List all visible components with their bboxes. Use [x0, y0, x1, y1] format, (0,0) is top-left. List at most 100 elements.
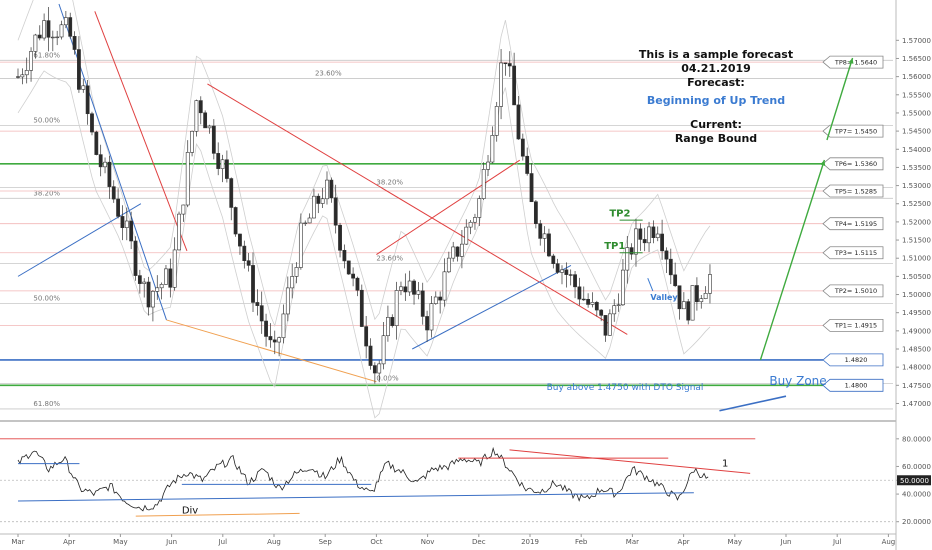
candle-body: [464, 226, 469, 245]
osc-y-tick-label: 60.0000: [902, 463, 931, 471]
x-tick-label: Apr: [63, 538, 75, 546]
candle-body: [320, 198, 325, 204]
candle-body: [603, 315, 608, 336]
x-tick-label: Mar: [11, 538, 24, 546]
candle-body: [425, 316, 429, 331]
trend-line-red: [94, 11, 188, 252]
wave-label: 1: [722, 458, 728, 469]
x-tick-label: Feb: [575, 538, 588, 546]
trend-line-blue: [58, 3, 167, 321]
candle-body: [460, 243, 464, 257]
candle-body: [607, 313, 612, 336]
trend-line-red: [207, 83, 628, 335]
candle-body: [621, 269, 625, 306]
forecast-note: Forecast:: [687, 76, 745, 89]
candle-body: [573, 274, 577, 288]
candle-body: [85, 85, 90, 115]
candle-body: [538, 223, 543, 239]
candle-body: [594, 302, 599, 311]
candle-body: [359, 289, 364, 327]
candle-body: [42, 20, 47, 39]
x-tick-label: Mar: [626, 538, 639, 546]
fib-label: 61.80%: [33, 51, 60, 59]
candle-body: [59, 24, 64, 38]
candle-body: [220, 159, 225, 169]
candle-body: [468, 221, 473, 228]
x-tick-label: Jul: [218, 538, 228, 546]
candle-body: [137, 275, 142, 284]
osc-y-tick-label: 80.0000: [902, 435, 931, 443]
y-tick-label: 1.47000: [902, 400, 931, 408]
candle-body: [277, 337, 282, 343]
x-tick-label: Jun: [780, 538, 792, 546]
candle-body: [564, 269, 569, 275]
candle-body: [46, 20, 51, 38]
candle-body: [211, 125, 216, 154]
candle-body: [516, 104, 521, 140]
candle-body: [168, 268, 173, 288]
forecast-note: Current:: [690, 118, 742, 131]
candle-body: [103, 161, 107, 168]
candle-body: [224, 159, 229, 179]
candle-body: [520, 138, 525, 157]
y-tick-label: 1.50000: [902, 291, 931, 299]
candle-body: [24, 70, 29, 76]
candle-body: [355, 277, 360, 291]
candle-body: [547, 233, 551, 257]
candle-body: [412, 280, 416, 295]
candle-body: [695, 285, 699, 303]
candle-body: [120, 216, 125, 228]
candle-body: [403, 286, 408, 293]
candle-body: [407, 280, 412, 293]
candle-body: [259, 305, 264, 322]
y-tick-label: 1.48000: [902, 364, 931, 372]
candle-body: [416, 290, 421, 295]
candle-body: [364, 326, 369, 347]
candle-body: [686, 301, 691, 321]
fib-label: 61.80%: [33, 400, 60, 408]
candle-body: [577, 286, 582, 300]
candle-body: [612, 305, 617, 315]
upper-band: [17, 0, 711, 328]
x-tick-label: May: [113, 538, 127, 546]
take-profit-levels: TP8= 1.5640 TP7= 1.5450 TP6= 1.5360 TP5= 1.…: [0, 55, 884, 392]
candle-body: [294, 267, 299, 277]
candle-body: [177, 213, 181, 251]
div-label: Div: [182, 505, 198, 516]
candle-body: [346, 260, 351, 275]
forecast-arrow: [826, 57, 854, 141]
x-tick-label: May: [728, 538, 742, 546]
candle-body: [285, 287, 290, 315]
tp-box: [822, 318, 884, 332]
candle-body: [386, 317, 390, 337]
candle-body: [316, 195, 321, 204]
candle-body: [660, 233, 664, 252]
tp1-marker: TP1: [604, 241, 625, 252]
osc-trend-line: [509, 449, 751, 474]
candle-body: [681, 301, 686, 310]
fib-label: 38.20%: [33, 189, 60, 197]
y-tick-label: 1.49000: [902, 327, 931, 335]
candle-body: [586, 299, 591, 305]
tp-box: [822, 217, 884, 231]
candle-body: [429, 303, 434, 331]
candle-body: [37, 34, 42, 39]
forecast-arrow-head: [820, 160, 826, 166]
buy-zone-label: 1.4800: [845, 382, 868, 390]
x-tick-label: Dec: [472, 538, 486, 546]
candle-body: [490, 135, 495, 163]
y-tick-label: 1.49500: [902, 309, 931, 317]
y-tick-label: 1.55000: [902, 109, 931, 117]
trend-line-blue: [412, 265, 572, 350]
y-tick-label: 1.50500: [902, 273, 931, 281]
candle-body: [172, 249, 177, 288]
candle-body: [342, 249, 347, 262]
candle-body: [664, 250, 669, 260]
forecast-arrow: [759, 159, 826, 361]
candle-body: [124, 220, 129, 228]
candle-body: [246, 260, 251, 266]
candle-body: [94, 131, 99, 155]
candle-body: [151, 291, 155, 308]
candle-body: [494, 106, 499, 136]
